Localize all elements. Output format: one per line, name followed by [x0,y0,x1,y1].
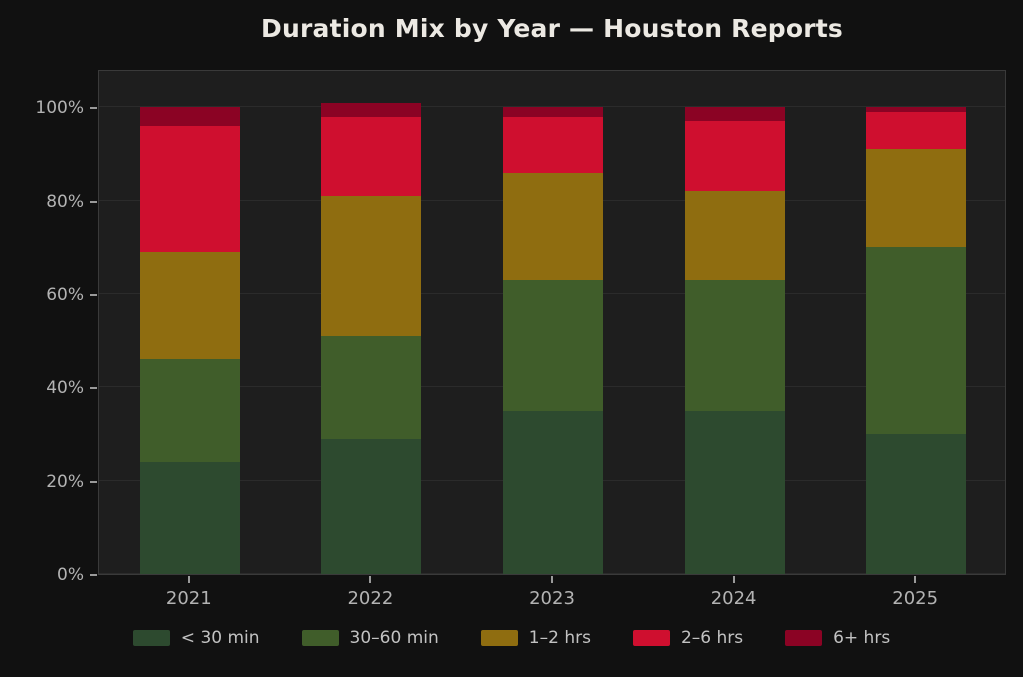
bar-2025-segment-6+ hrs [866,107,967,112]
x-tick-mark-2025 [914,576,917,583]
bar-2025-segment-30–60 min [866,247,967,434]
y-tick-label-20%: 20% [46,471,84,492]
x-tick-label-2023: 2023 [529,588,575,609]
bar-2022 [321,102,422,574]
bar-2024-segment-30–60 min [684,279,785,411]
y-tick-mark-80% [90,200,97,203]
y-tick-label-40%: 40% [46,378,84,399]
bar-2023 [503,107,603,574]
legend-item-< 30 min: < 30 min [132,628,260,648]
bar-2022-segment-30–60 min [321,336,422,439]
bar-2025-segment-2–6 hrs [866,111,967,150]
bar-2022-segment-2–6 hrs [321,116,422,196]
bar-2021-segment-1–2 hrs [139,252,240,360]
bar-2025-segment-1–2 hrs [866,149,967,248]
bar-2024-segment-6+ hrs [684,107,785,122]
bar-2021-segment-6+ hrs [139,107,240,126]
legend-swatch-icon [480,630,518,646]
x-tick-mark-2023 [551,576,553,583]
x-tick-label-2025: 2025 [892,588,939,609]
bar-2023-segment-6+ hrs [503,107,603,117]
legend-item-30–60 min: 30–60 min [301,628,439,648]
plot-area [98,70,1006,575]
bar-2023-segment-< 30 min [503,410,603,574]
x-tick-label-2024: 2024 [710,588,757,609]
legend-swatch-icon [132,630,170,646]
y-tick-mark-60% [90,293,97,296]
gridline-100% [99,106,1005,108]
legend-label: 2–6 hrs [680,628,744,648]
bar-2024 [684,107,785,574]
legend-label: 6+ hrs [833,628,891,648]
x-tick-label-2021: 2021 [165,588,212,609]
y-tick-label-0%: 0% [57,565,84,585]
y-tick-mark-40% [90,387,97,390]
bar-2021-segment-< 30 min [139,462,240,574]
legend-swatch-icon [301,630,339,646]
y-tick-label-100%: 100% [35,98,84,119]
bar-2025 [866,107,967,574]
y-tick-mark-0% [90,574,97,576]
legend-label: 30–60 min [349,628,439,648]
y-tick-label-80%: 80% [46,191,84,212]
legend-swatch-icon [632,630,670,646]
y-tick-label-60%: 60% [46,284,84,305]
bar-2023-segment-1–2 hrs [503,172,603,280]
y-tick-mark-20% [90,480,97,483]
chart-title: Duration Mix by Year — Houston Reports [261,14,843,43]
legend-item-2–6 hrs: 2–6 hrs [632,628,744,648]
legend-label: 1–2 hrs [528,628,591,648]
y-tick-mark-100% [90,107,97,110]
bar-2022-segment-6+ hrs [321,102,422,117]
x-tick-mark-2024 [732,576,735,583]
x-tick-mark-2021 [187,576,190,583]
legend-item-1–2 hrs: 1–2 hrs [480,628,591,648]
bar-2021-segment-30–60 min [139,359,240,462]
x-tick-label-2022: 2022 [347,588,394,609]
bar-2024-segment-2–6 hrs [684,121,785,192]
legend: < 30 min 30–60 min 1–2 hrs 2–6 hrs 6+ hrs [0,628,1023,648]
bar-2021-segment-2–6 hrs [139,125,240,252]
bar-2025-segment-< 30 min [866,434,967,574]
legend-item-6+ hrs: 6+ hrs [785,628,890,648]
bar-2023-segment-2–6 hrs [503,116,603,173]
x-tick-mark-2022 [369,576,372,583]
bar-2022-segment-1–2 hrs [321,195,422,336]
bar-2024-segment-1–2 hrs [684,191,785,280]
legend-swatch-icon [785,630,823,646]
bar-2023-segment-30–60 min [503,279,603,411]
legend-label: < 30 min [180,628,260,648]
bar-2022-segment-< 30 min [321,438,422,574]
bar-2024-segment-< 30 min [684,410,785,574]
bar-2021 [139,107,240,574]
